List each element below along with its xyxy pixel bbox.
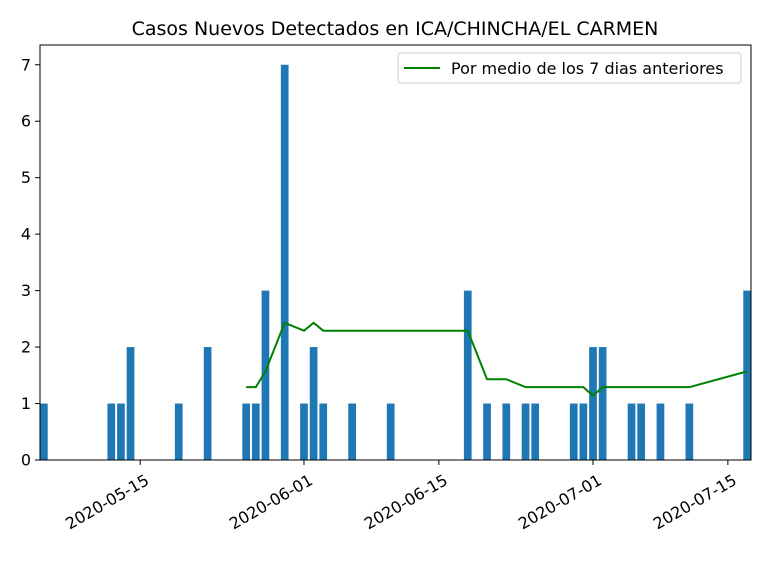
plot-frame	[39, 44, 752, 461]
y-tick-label: 4	[21, 225, 31, 244]
y-tick-label: 7	[21, 55, 31, 74]
series-line	[246, 321, 748, 397]
x-tick-label: 2020-06-15	[361, 470, 451, 533]
bar	[107, 403, 116, 460]
x-tick-label: 2020-05-15	[62, 470, 152, 533]
y-tick-label: 6	[21, 112, 31, 131]
plot-area	[40, 64, 751, 460]
bar	[743, 290, 751, 460]
x-axis: 2020-05-15 2020-06-01 2020-06-15 2020-07-01…	[62, 460, 740, 533]
y-tick-label: 2	[21, 338, 31, 357]
x-tick-label: 2020-06-01	[226, 470, 316, 533]
y-axis: 0 1 2 3 4 5 6 7	[21, 55, 40, 470]
bar	[319, 403, 328, 460]
chart-title: Casos Nuevos Detectados en ICA/CHINCHA/E…	[132, 18, 659, 40]
bar	[174, 403, 183, 460]
bar	[117, 403, 125, 460]
y-tick-label: 3	[21, 281, 31, 300]
bar	[463, 290, 472, 460]
bar	[300, 403, 308, 460]
bar	[637, 403, 646, 460]
bar	[579, 403, 588, 460]
bar	[483, 403, 491, 460]
y-tick-label: 0	[21, 451, 31, 470]
legend-box	[397, 52, 742, 84]
legend: Por medio de los 7 dias anteriores	[397, 52, 742, 84]
bar	[656, 403, 665, 460]
bar	[502, 403, 511, 460]
bar	[589, 347, 597, 460]
bar	[126, 347, 135, 460]
y-tick-label: 1	[21, 394, 31, 413]
bar	[685, 403, 694, 460]
bar	[309, 347, 318, 460]
bar	[386, 403, 395, 460]
bar	[348, 403, 356, 460]
legend-label: Por medio de los 7 dias anteriores	[451, 59, 724, 78]
bar	[280, 64, 289, 460]
bar	[569, 403, 578, 460]
y-tick-label: 5	[21, 168, 31, 187]
bar	[261, 290, 270, 460]
bar	[627, 403, 636, 460]
x-tick-label: 2020-07-01	[515, 470, 605, 533]
bar	[251, 403, 260, 460]
bar	[531, 403, 540, 460]
bar	[521, 403, 530, 460]
bar	[598, 347, 607, 460]
x-tick-label: 2020-07-15	[650, 470, 740, 533]
bar	[203, 347, 212, 460]
bar	[40, 403, 48, 460]
bar	[242, 403, 251, 460]
